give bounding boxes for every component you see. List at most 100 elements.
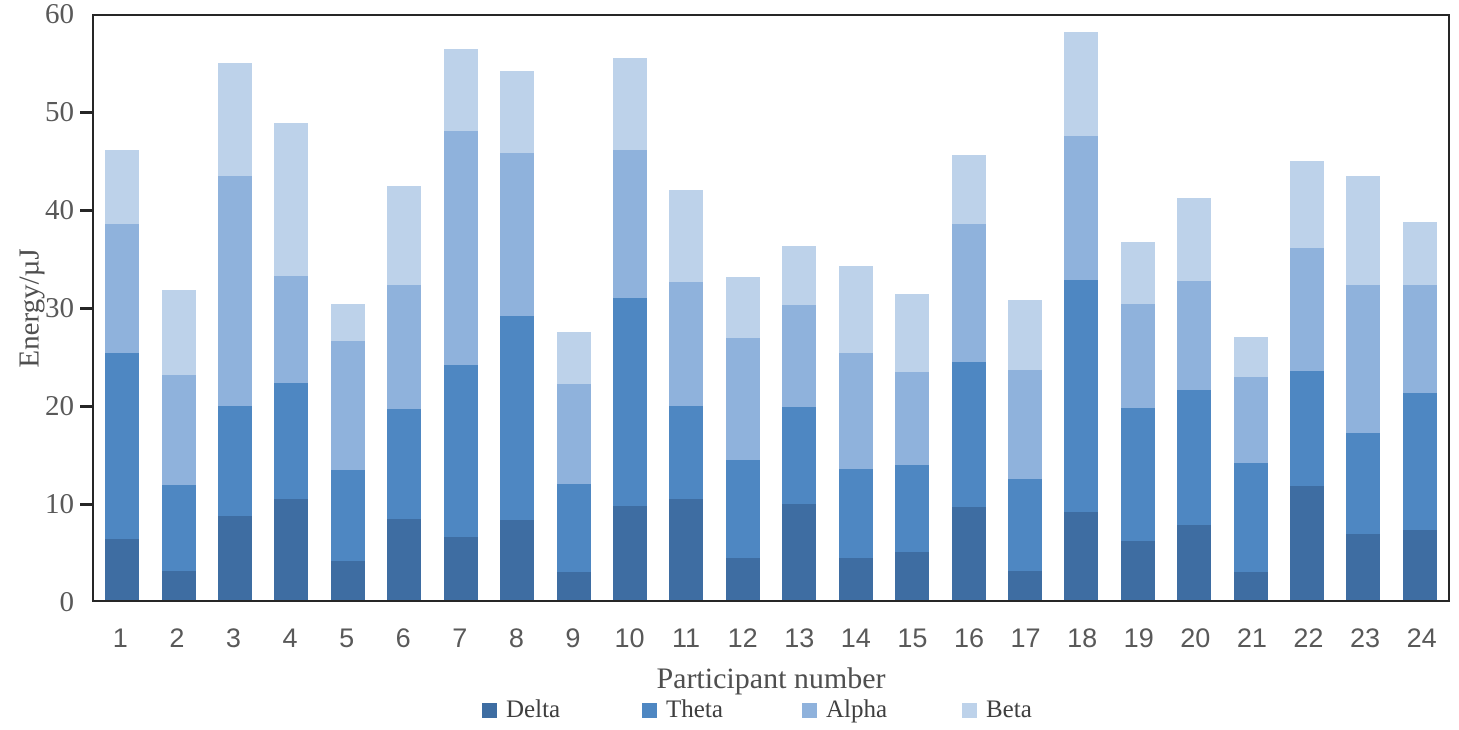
segment-alpha-22 (1290, 248, 1325, 371)
bar-slot-16 (940, 16, 996, 600)
bar-slot-22 (1279, 16, 1335, 600)
legend-swatch-beta (962, 702, 977, 718)
stacked-bar-19 (1120, 242, 1155, 600)
segment-delta-6 (387, 518, 422, 600)
bar-slot-9 (545, 16, 601, 600)
segment-alpha-12 (725, 338, 760, 460)
segment-beta-14 (838, 265, 873, 354)
y-tick-mark-40 (80, 209, 92, 212)
stacked-bar-12 (725, 276, 760, 600)
segment-alpha-1 (105, 223, 140, 354)
x-tick-label-13: 13 (784, 623, 815, 653)
bar-slot-12 (715, 16, 771, 600)
segment-alpha-6 (387, 285, 422, 409)
legend-swatch-delta (482, 702, 497, 718)
segment-beta-23 (1346, 175, 1381, 286)
bar-slot-4 (263, 16, 319, 600)
segment-theta-9 (556, 484, 591, 572)
segment-delta-18 (1064, 511, 1099, 600)
stacked-bar-2 (161, 290, 196, 600)
legend-swatch-theta (642, 702, 657, 718)
segment-alpha-5 (330, 341, 365, 470)
bar-slot-20 (1166, 16, 1222, 600)
segment-beta-16 (951, 155, 986, 224)
segment-delta-1 (105, 539, 140, 600)
legend-label-alpha: Alpha (826, 696, 888, 723)
y-tick-label-60: 60 (45, 0, 74, 30)
segment-beta-19 (1120, 242, 1155, 305)
legend-label-beta: Beta (986, 696, 1032, 723)
segment-beta-1 (105, 150, 140, 224)
y-tick-label-20: 20 (45, 390, 74, 422)
x-tick-label-19: 19 (1123, 623, 1154, 653)
stacked-bar-23 (1346, 175, 1381, 600)
segment-beta-8 (500, 70, 535, 154)
segment-delta-13 (782, 503, 817, 600)
segment-beta-11 (669, 190, 704, 282)
segment-delta-12 (725, 557, 760, 600)
segment-delta-4 (274, 499, 309, 600)
x-tick-label-1: 1 (112, 623, 128, 653)
bar-slot-24 (1392, 16, 1448, 600)
segment-theta-20 (1177, 390, 1212, 525)
x-tick-label-2: 2 (169, 623, 185, 653)
legend-swatch-alpha (802, 702, 817, 718)
stacked-bar-6 (387, 185, 422, 600)
segment-beta-4 (274, 122, 309, 276)
segment-beta-3 (218, 63, 253, 176)
segment-alpha-23 (1346, 285, 1381, 434)
segment-beta-2 (161, 290, 196, 375)
segment-delta-17 (1007, 570, 1042, 600)
stacked-bar-5 (330, 304, 365, 600)
bars-container (94, 16, 1448, 600)
x-tick-label-16: 16 (953, 623, 984, 653)
stacked-bar-13 (782, 246, 817, 600)
segment-theta-1 (105, 353, 140, 540)
segment-alpha-13 (782, 305, 817, 407)
segment-theta-13 (782, 406, 817, 504)
segment-alpha-20 (1177, 280, 1212, 391)
x-tick-label-4: 4 (282, 623, 298, 653)
y-tick-label-30: 30 (45, 292, 74, 324)
stacked-bar-18 (1064, 31, 1099, 600)
segment-delta-11 (669, 499, 704, 600)
segment-beta-17 (1007, 300, 1042, 370)
legend-item-theta: Theta (642, 697, 802, 723)
segment-alpha-24 (1402, 285, 1437, 394)
bar-slot-15 (884, 16, 940, 600)
x-tick-label-23: 23 (1349, 623, 1381, 653)
segment-beta-15 (895, 294, 930, 372)
bar-slot-17 (997, 16, 1053, 600)
segment-beta-20 (1177, 198, 1212, 281)
legend: Delta Theta Alpha Beta (482, 697, 1122, 723)
bar-slot-10 (602, 16, 658, 600)
stacked-bar-22 (1290, 160, 1325, 600)
segment-theta-7 (443, 364, 478, 538)
segment-delta-10 (613, 505, 647, 600)
x-tick-label-6: 6 (395, 623, 411, 653)
y-tick-label-10: 10 (45, 488, 74, 520)
y-tick-mark-20 (80, 405, 92, 408)
segment-alpha-18 (1064, 135, 1099, 280)
stacked-bar-9 (556, 332, 591, 600)
x-tick-label-18: 18 (1067, 623, 1098, 653)
segment-theta-17 (1007, 478, 1042, 571)
segment-theta-2 (161, 485, 196, 571)
segment-theta-19 (1120, 407, 1155, 542)
x-tick-label-15: 15 (897, 623, 928, 653)
x-tick-label-14: 14 (840, 623, 871, 653)
segment-theta-14 (838, 468, 873, 558)
segment-delta-20 (1177, 524, 1212, 600)
bar-slot-14 (827, 16, 883, 600)
stacked-bar-4 (274, 122, 309, 600)
stacked-bar-14 (838, 265, 873, 600)
segment-theta-5 (330, 469, 365, 561)
segment-theta-4 (274, 383, 309, 500)
x-tick-label-24: 24 (1406, 623, 1437, 653)
x-tick-label-5: 5 (339, 623, 355, 653)
bar-slot-6 (376, 16, 432, 600)
segment-alpha-3 (218, 175, 253, 406)
bar-slot-8 (489, 16, 545, 600)
segment-beta-9 (556, 332, 591, 385)
